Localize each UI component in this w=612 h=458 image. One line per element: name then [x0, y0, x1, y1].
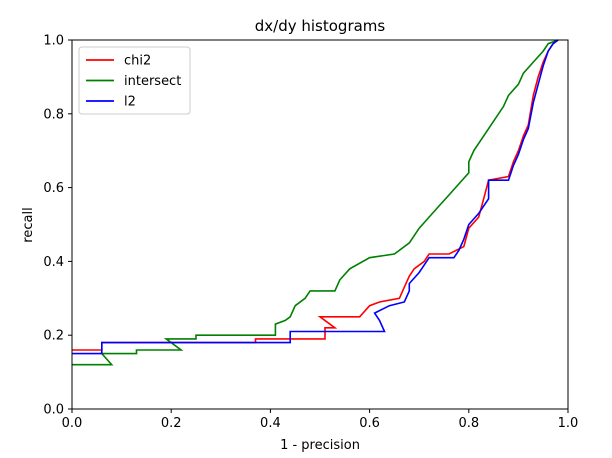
y-tick-label: 1.0: [43, 34, 64, 49]
legend-label-intersect: intersect: [124, 74, 181, 89]
y-tick-label: 0.6: [43, 181, 64, 196]
y-tick-label: 0.0: [43, 403, 64, 418]
chart-title: dx/dy histograms: [255, 17, 386, 35]
series-lines: [72, 39, 559, 366]
y-tick-label: 0.8: [43, 107, 64, 122]
legend-items: chi2 intersect l2: [86, 54, 181, 110]
plot-frame: [71, 39, 569, 410]
x-tick-label: 1.0: [558, 416, 579, 431]
y-tick-label: 0.4: [43, 255, 64, 270]
x-axis-ticks: 0.0 0.2 0.4 0.6 0.8 1.0: [62, 409, 579, 431]
x-tick-label: 0.2: [161, 416, 182, 431]
x-tick-label: 0.0: [62, 416, 83, 431]
x-axis-label: 1 - precision: [280, 438, 360, 453]
y-axis-label: recall: [21, 207, 36, 242]
legend-label-l2: l2: [124, 95, 136, 110]
x-tick-label: 0.6: [359, 416, 380, 431]
series-line-intersect: [72, 39, 559, 366]
x-tick-label: 0.4: [260, 416, 281, 431]
x-tick-label: 0.8: [458, 416, 479, 431]
series-line-l2: [72, 39, 559, 355]
legend: chi2 intersect l2: [78, 46, 191, 115]
y-axis-ticks: 0.0 0.2 0.4 0.6 0.8 1.0: [43, 34, 72, 418]
legend-box: [78, 46, 191, 115]
legend-label-chi2: chi2: [124, 54, 151, 69]
y-tick-label: 0.2: [43, 329, 64, 344]
